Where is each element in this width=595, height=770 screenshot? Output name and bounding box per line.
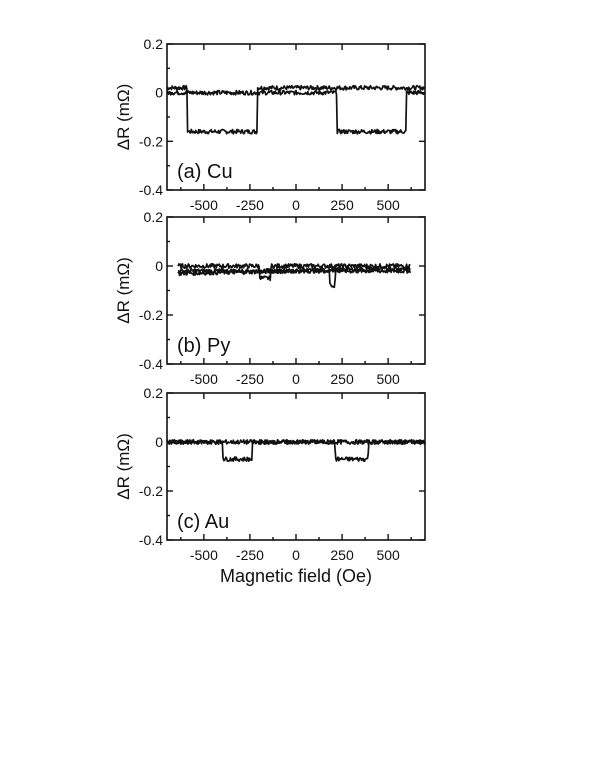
panel-label: (b) Py <box>177 335 230 357</box>
panel-3: 0.2 0 -0.2 -0.4 -500 -250 0 250 500 (c) Au ΔR (mΩ)… <box>114 385 426 586</box>
x-tick-label: 0 <box>292 197 300 213</box>
x-tick-label: 500 <box>376 547 400 563</box>
x-tick-label: 0 <box>292 371 300 387</box>
x-tick-label: -500 <box>190 547 218 563</box>
y-axis-label: ΔR (mΩ) <box>114 257 133 324</box>
y-tick-label: -0.4 <box>139 182 163 198</box>
x-tick-label: -500 <box>190 197 218 213</box>
x-tick-label: -500 <box>190 371 218 387</box>
series-line <box>177 265 411 277</box>
y-axis-label: ΔR (mΩ) <box>114 433 133 500</box>
y-tick-label: -0.2 <box>139 307 163 323</box>
panel-1: 0.2 0 -0.2 -0.4 -500 -250 0 250 500 (a) Cu ΔR (mΩ) <box>114 36 426 213</box>
x-tick-label: 250 <box>330 547 354 563</box>
y-tick-label: 0 <box>155 434 163 450</box>
y-tick-label: 0.2 <box>144 36 164 52</box>
series-line <box>166 84 426 135</box>
series-line <box>166 438 426 463</box>
x-tick-label: -250 <box>236 547 264 563</box>
series-line <box>166 89 426 135</box>
x-axis-label: Magnetic field (Oe) <box>220 566 372 586</box>
series-line <box>177 262 411 282</box>
x-tick-label: -250 <box>236 197 264 213</box>
x-tick-label: -250 <box>236 371 264 387</box>
x-tick-label: 500 <box>376 197 400 213</box>
y-tick-label: -0.2 <box>139 483 163 499</box>
y-tick-label: -0.4 <box>139 532 163 548</box>
y-tick-label: 0.2 <box>144 385 164 401</box>
x-tick-label: 250 <box>330 371 354 387</box>
x-tick-label: 0 <box>292 547 300 563</box>
y-tick-label: -0.4 <box>139 356 163 372</box>
x-tick-label: 500 <box>376 371 400 387</box>
y-tick-label: 0 <box>155 258 163 274</box>
y-tick-label: 0 <box>155 85 163 101</box>
y-axis-label: ΔR (mΩ) <box>114 84 133 151</box>
x-tick-label: 250 <box>330 197 354 213</box>
y-tick-label: -0.2 <box>139 133 163 149</box>
panel-label: (a) Cu <box>177 161 233 183</box>
panel-label: (c) Au <box>177 511 229 533</box>
panel-2: 0.2 0 -0.2 -0.4 -500 -250 0 250 500 (b) Py ΔR (mΩ) <box>114 209 426 387</box>
y-tick-label: 0.2 <box>144 209 164 225</box>
